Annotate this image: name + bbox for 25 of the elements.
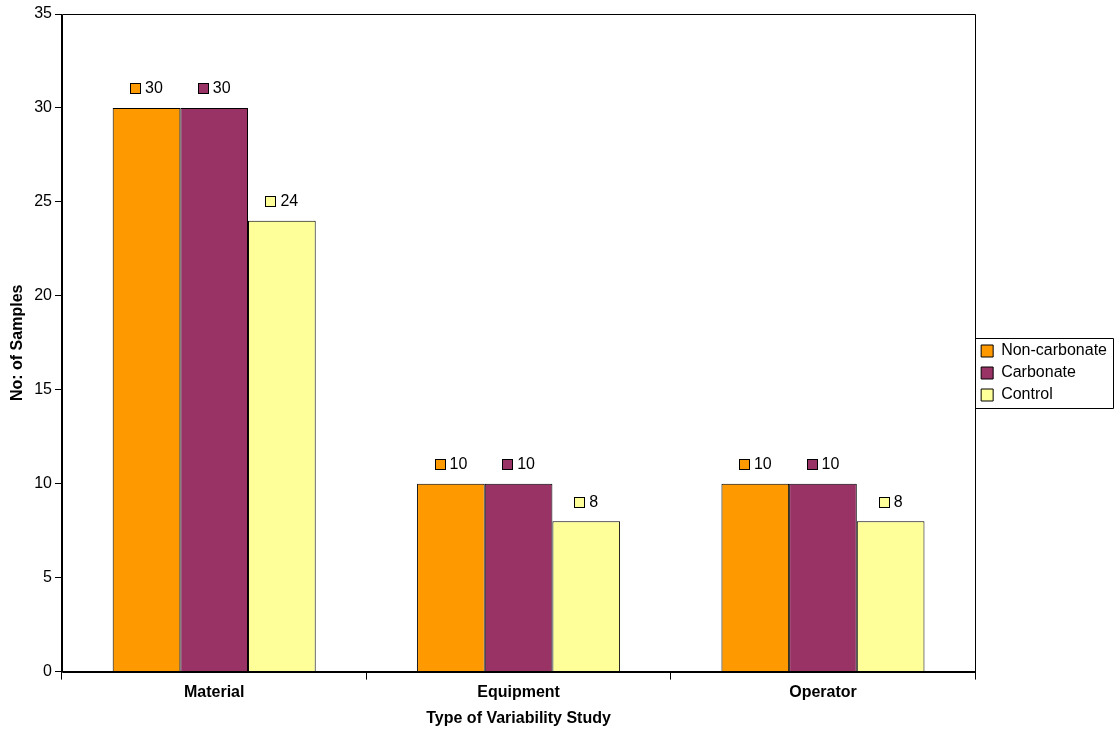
- data-label: 24: [280, 192, 299, 210]
- data-label: 30: [145, 79, 164, 97]
- data-label: 10: [821, 455, 840, 473]
- y-tick-label: 20: [34, 286, 53, 304]
- y-tick-label: 30: [34, 98, 53, 116]
- data-label: 8: [893, 492, 903, 510]
- data-label: 10: [517, 455, 536, 473]
- y-axis-title: No: of Samples: [8, 284, 26, 402]
- x-tick-label: Operator: [789, 682, 857, 700]
- legend-label: Non-carbonate: [1001, 341, 1108, 359]
- y-tick-label: 15: [34, 380, 53, 398]
- y-tick-label: 0: [43, 662, 53, 680]
- legend-label: Control: [1001, 385, 1053, 403]
- x-tick-label: Equipment: [477, 682, 561, 700]
- data-label: 30: [212, 79, 231, 97]
- data-label: 10: [449, 455, 468, 473]
- y-tick-label: 10: [34, 474, 53, 492]
- data-label: 8: [589, 492, 599, 510]
- x-tick-label: Material: [183, 682, 245, 700]
- y-tick-label: 25: [34, 192, 53, 210]
- y-tick-label: 35: [34, 4, 53, 22]
- x-axis-title: Type of Variability Study: [426, 708, 611, 726]
- data-label: 10: [753, 455, 772, 473]
- legend-label: Carbonate: [1001, 363, 1076, 381]
- y-tick-label: 5: [43, 568, 53, 586]
